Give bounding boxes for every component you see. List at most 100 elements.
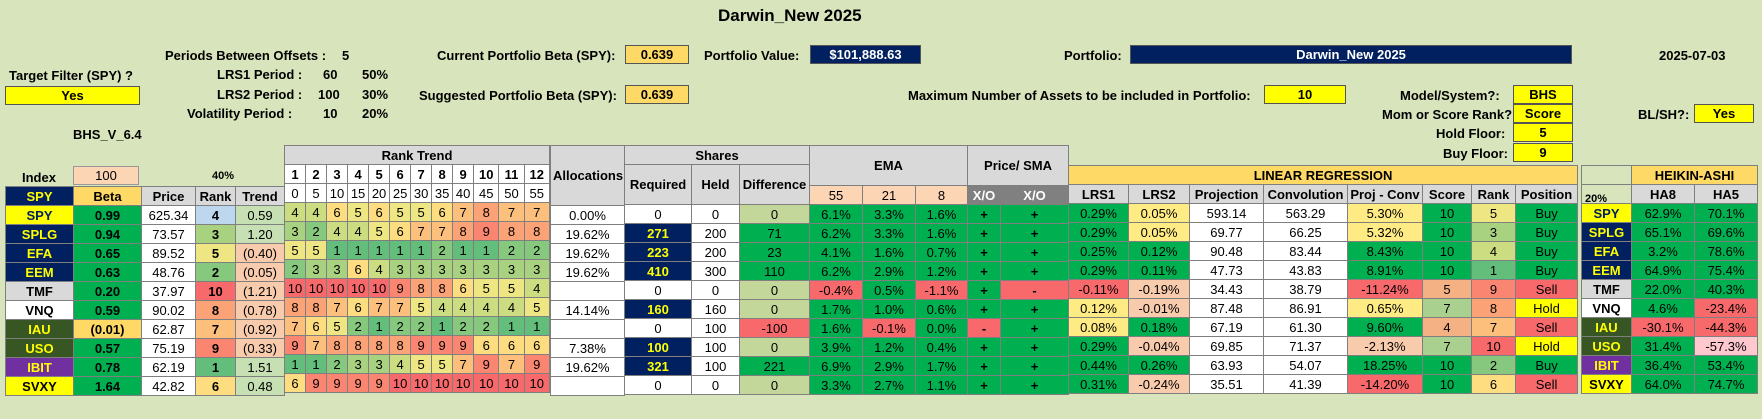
xo1-cell: + (967, 299, 1001, 319)
rank-trend-period-number: 6 (389, 164, 412, 184)
target-filter-value[interactable]: Yes (5, 86, 140, 105)
rank-cell: 10 (195, 281, 236, 301)
rank-trend-cell: 7 (452, 202, 475, 222)
required-cell: 0 (624, 280, 692, 300)
linear-regression-table: LINEAR REGRESSION LRS1 LRS2 Projection Conv… (1067, 165, 1579, 394)
required-cell: 0 (624, 204, 692, 224)
lrs1-period-label: LRS1 Period : (217, 67, 303, 82)
ema-row: -0.4% 0.5% -1.1% + - (809, 280, 1070, 300)
table-row[interactable]: SVXY 1.64 42.82 6 0.48 (5, 376, 285, 396)
col-ema55-header: 55 (809, 185, 863, 205)
trend-cell: (0.40) (235, 243, 285, 263)
ha5-cell: 78.6% (1693, 241, 1759, 261)
held-cell: 100 (691, 356, 740, 376)
allocations-table: Allocations 0.00% 19.62% 19.62% 19.62% 14.14… (550, 145, 625, 396)
xo1-cell: - (967, 318, 1001, 338)
ema-row: 6.2% 3.3% 1.6% + + (809, 223, 1070, 243)
ticker-cell: TMF (5, 281, 74, 301)
rank-cell: 3 (195, 224, 236, 244)
model-value[interactable]: BHS (1513, 85, 1573, 104)
lrs2-cell: 0.12% (1128, 241, 1190, 261)
price-cell: 48.76 (141, 262, 196, 282)
rank-trend-cell: 7 (498, 354, 525, 374)
lrs1-cell: 0.31% (1068, 374, 1129, 394)
mom-score-value[interactable]: Score (1513, 104, 1573, 123)
score-cell: 10 (1422, 260, 1472, 280)
blsh-value[interactable]: Yes (1694, 104, 1754, 123)
heikin-ashi-table: HEIKIN-ASHI HA8 HA5 SPY 62.9% 70.1% SPLG 65.1… (1581, 165, 1759, 394)
rank-trend-cell: 5 (326, 316, 349, 336)
ticker-cell: EFA (1581, 241, 1632, 261)
table-row[interactable]: USO 0.57 75.19 9 (0.33) (5, 338, 285, 358)
heikin-ashi-row: EFA 3.2% 78.6% (1581, 241, 1759, 261)
ema-row: 3.3% 2.7% 1.1% + + (809, 375, 1070, 395)
linreg-row: 0.29% 0.05% 593.14 563.29 5.30% 10 5 Buy (1068, 203, 1579, 223)
rank-trend-cell: 2 (326, 354, 349, 374)
position-cell: Sell (1514, 374, 1579, 394)
rank-trend-period-number: 10 (473, 164, 500, 184)
rank-trend-offset: 15 (347, 183, 370, 203)
hold-floor-value[interactable]: 5 (1513, 123, 1573, 142)
rank-cell: 5 (195, 243, 236, 263)
required-cell: 321 (624, 356, 692, 376)
rank-trend-cell: 7 (389, 297, 412, 317)
col-ema8-header: 8 (915, 185, 968, 205)
projection-cell: 87.48 (1189, 298, 1264, 318)
rank-trend-offset: 35 (431, 183, 454, 203)
rank-trend-cell: 1 (347, 240, 370, 260)
rank-trend-cell: 7 (305, 335, 328, 355)
projection-cell: 63.93 (1189, 355, 1264, 375)
periods-between-offsets-value: 5 (342, 48, 350, 63)
rank-trend-cell: 8 (326, 335, 349, 355)
portfolio-name[interactable]: Darwin_New 2025 (1130, 45, 1572, 64)
linreg-row: 0.31% -0.24% 35.51 41.39 -14.20% 10 6 Sell (1068, 374, 1579, 394)
shares-row: 271 200 71 (624, 223, 810, 243)
table-row[interactable]: SPLG 0.94 73.57 3 1.20 (5, 224, 285, 244)
table-row[interactable]: IAU (0.01) 62.87 7 (0.92) (5, 319, 285, 339)
current-beta-value[interactable]: 0.639 (625, 45, 689, 64)
shares-header: Shares (624, 145, 810, 165)
xo2-cell: + (999, 299, 1070, 319)
table-row[interactable]: EEM 0.63 48.76 2 (0.05) (5, 262, 285, 282)
held-cell: 0 (691, 280, 740, 300)
price-cell: 90.02 (141, 300, 196, 320)
allocation-cell (550, 281, 625, 301)
target-filter-label: Target Filter (SPY) ? (9, 68, 133, 83)
rank-trend-cell: 6 (347, 297, 370, 317)
ema8-cell: 0.6% (915, 299, 968, 319)
table-row[interactable]: IBIT 0.78 62.19 1 1.51 (5, 357, 285, 377)
lrs2-period-label: LRS2 Period : (217, 87, 303, 102)
heikin-ashi-row: SPLG 65.1% 69.6% (1581, 222, 1759, 242)
max-assets-value[interactable]: 10 (1264, 85, 1346, 104)
table-row[interactable]: TMF 0.20 37.97 10 (1.21) (5, 281, 285, 301)
ema8-cell: 0.4% (915, 337, 968, 357)
lrs2-cell: 0.11% (1128, 260, 1190, 280)
rank-trend-cell: 7 (283, 316, 307, 336)
xo1-cell: + (967, 242, 1001, 262)
table-row[interactable]: EFA 0.65 89.52 5 (0.40) (5, 243, 285, 263)
projection-cell: 90.48 (1189, 241, 1264, 261)
index-value[interactable]: 100 (73, 166, 139, 185)
shares-row: 321 100 221 (624, 356, 810, 376)
ticker-cell: SPY (5, 205, 74, 225)
buy-floor-value[interactable]: 9 (1513, 143, 1573, 162)
rank-trend-cell: 8 (473, 202, 500, 222)
rank-trend-cell: 5 (410, 354, 433, 374)
ha8-cell: -30.1% (1631, 317, 1695, 337)
beta-cell: 0.57 (73, 338, 142, 358)
suggested-beta-value[interactable]: 0.639 (625, 85, 689, 104)
convolution-cell: 54.07 (1263, 355, 1348, 375)
rank-trend-cell: 5 (410, 297, 433, 317)
ha8-cell: 64.9% (1631, 260, 1695, 280)
rank-cell: 6 (195, 376, 236, 396)
rank-trend-cell: 5 (389, 202, 412, 222)
rank-cell: 7 (1471, 317, 1516, 337)
table-row[interactable]: SPY 0.99 625.34 4 0.59 (5, 205, 285, 225)
ema-row: 6.9% 2.9% 1.7% + + (809, 356, 1070, 376)
ha8-cell: 22.0% (1631, 279, 1695, 299)
table-row[interactable]: VNQ 0.59 90.02 8 (0.78) (5, 300, 285, 320)
ema21-cell: 1.6% (862, 242, 916, 262)
ema21-cell: 1.0% (862, 299, 916, 319)
projection-cell: 47.73 (1189, 260, 1264, 280)
